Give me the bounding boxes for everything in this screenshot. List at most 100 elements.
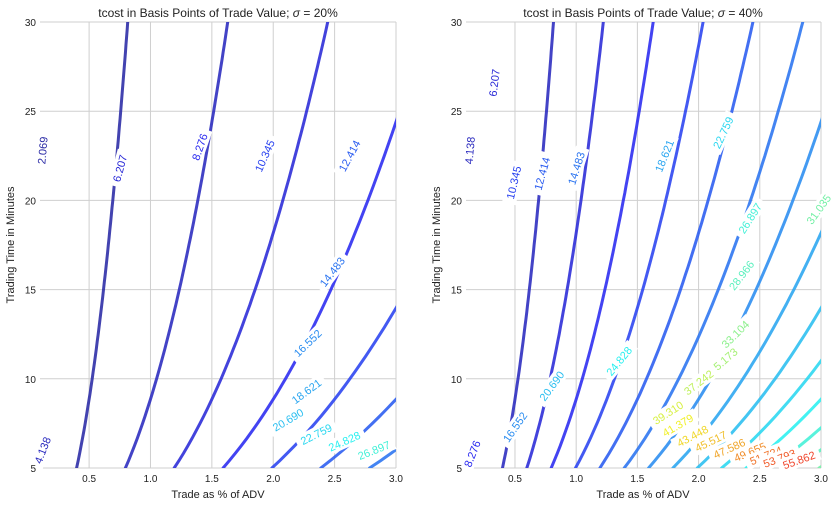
right-contour-label-bg bbox=[655, 408, 700, 443]
left-contour-line bbox=[172, 22, 330, 468]
left-contour-line bbox=[75, 22, 130, 468]
right-contour-label-bg bbox=[649, 133, 679, 179]
right-contour-label-bg bbox=[670, 419, 715, 453]
right-y-tick-label: 20 bbox=[451, 196, 463, 207]
left-x-tick-label: 2.0 bbox=[266, 474, 280, 485]
left-contour-label-bg bbox=[249, 133, 280, 179]
left-chart-title: tcost in Basis Points of Trade Value; σ … bbox=[98, 6, 338, 20]
right-contour-line bbox=[574, 22, 705, 468]
right-y-tick-label: 25 bbox=[451, 107, 463, 118]
right-contour-label-bg bbox=[496, 405, 534, 449]
right-contour-label-bg bbox=[533, 364, 571, 408]
right-contour-label-bg bbox=[646, 395, 690, 431]
right-y-tick-label: 30 bbox=[451, 18, 463, 29]
right-contour-label-bg bbox=[677, 363, 721, 402]
right-contour-label-bg bbox=[688, 425, 734, 457]
left-y-tick-label: 10 bbox=[25, 375, 37, 386]
left-contour-label-bg bbox=[333, 133, 366, 179]
left-contour-label-bg bbox=[321, 426, 367, 457]
left-y-tick-labels: 5 10 15 20 25 30 bbox=[25, 18, 37, 475]
right-contour-label-bg bbox=[722, 253, 761, 297]
left-y-tick-label: 20 bbox=[25, 196, 37, 207]
left-contour-label-bg bbox=[33, 131, 52, 170]
right-contour-label-bg bbox=[776, 446, 822, 474]
right-contour-label-bg bbox=[502, 159, 526, 206]
left-contour-line bbox=[123, 22, 230, 468]
left-contour-label-bg bbox=[108, 148, 132, 188]
right-contour-label-bg bbox=[529, 150, 555, 197]
right-y-tick-label: 15 bbox=[451, 286, 463, 297]
right-contour-label-bg bbox=[756, 444, 803, 473]
right-contour-label-bg bbox=[563, 145, 590, 192]
right-contour-label-bg bbox=[599, 339, 639, 383]
right-contour-line bbox=[720, 358, 821, 468]
right-contour-label: 6.207 bbox=[488, 68, 503, 97]
right-chart-title: tcost in Basis Points of Trade Value; σ … bbox=[523, 6, 763, 20]
left-contour-label-bg bbox=[287, 323, 329, 364]
left-contour-label-bg bbox=[351, 435, 397, 465]
right-x-tick-label: 2.5 bbox=[753, 474, 767, 485]
left-contour-label-bg bbox=[293, 418, 339, 451]
left-y-tick-label: 30 bbox=[25, 18, 37, 29]
right-plot-area bbox=[466, 22, 821, 468]
right-contour-label-bg bbox=[715, 314, 756, 355]
left-contour-lines bbox=[75, 22, 396, 468]
right-contour-line bbox=[622, 22, 805, 468]
left-plot-area bbox=[40, 22, 396, 468]
right-contour-label-group: 4.138 bbox=[461, 131, 479, 170]
right-x-axis-label: Trade as % of ADV bbox=[596, 489, 690, 501]
right-x-tick-label: 1.5 bbox=[630, 474, 644, 485]
left-contour-label-bg bbox=[284, 372, 328, 410]
left-x-tick-label: 1.0 bbox=[144, 474, 158, 485]
left-x-tick-label: 0.5 bbox=[82, 474, 96, 485]
left-x-tick-label: 2.5 bbox=[328, 474, 342, 485]
right-contour-label-bg bbox=[707, 110, 739, 156]
right-contour-label: 4.138 bbox=[464, 136, 478, 164]
right-contour-line bbox=[501, 22, 555, 468]
left-y-axis-label: Trading Time in Minutes bbox=[5, 186, 17, 303]
right-contour-line bbox=[671, 229, 821, 468]
right-y-axis-label: Trading Time in Minutes bbox=[431, 186, 443, 303]
right-contour-line bbox=[549, 22, 655, 468]
left-contour-label-bg bbox=[186, 127, 213, 167]
right-contour-label-bg bbox=[461, 131, 479, 170]
right-y-tick-labels: 5 10 15 20 25 30 bbox=[451, 18, 463, 475]
left-contour-label-bg bbox=[265, 402, 311, 437]
right-contour-label-bg bbox=[706, 433, 752, 464]
left-contour-label-group: 2.069 bbox=[33, 131, 52, 170]
left-contour-label-bg bbox=[29, 430, 56, 470]
right-x-tick-labels: 0.5 1.0 1.5 2.0 2.5 3.0 bbox=[508, 474, 828, 485]
right-contour-label-bg bbox=[732, 196, 768, 241]
right-contour-label-bg bbox=[485, 63, 504, 102]
left-x-tick-label: 3.0 bbox=[389, 474, 403, 485]
right-y-tick-label: 10 bbox=[451, 375, 463, 386]
right-contour-label-bg bbox=[727, 437, 773, 467]
right-contour-line bbox=[647, 117, 821, 468]
right-contour-label-bg bbox=[458, 433, 486, 474]
right-x-tick-label: 2.0 bbox=[692, 474, 706, 485]
right-contour-line bbox=[695, 305, 821, 468]
right-x-tick-label: 1.0 bbox=[569, 474, 583, 485]
left-x-axis-label: Trade as % of ADV bbox=[171, 489, 265, 501]
right-x-tick-label: 0.5 bbox=[508, 474, 522, 485]
left-grid bbox=[40, 21, 397, 469]
left-contour-label: 2.069 bbox=[36, 136, 50, 164]
right-contour-label-bg bbox=[743, 441, 789, 470]
right-y-tick-label: 5 bbox=[456, 464, 462, 475]
right-contour-label-group: 6.207 bbox=[485, 63, 504, 102]
left-y-tick-label: 15 bbox=[25, 286, 37, 297]
left-y-tick-label: 25 bbox=[25, 107, 37, 118]
right-contour-line bbox=[598, 22, 755, 468]
left-contour-label-bg bbox=[313, 250, 351, 294]
left-contour-line bbox=[270, 305, 396, 468]
left-x-tick-labels: 0.5 1.0 1.5 2.0 2.5 3.0 bbox=[82, 474, 403, 485]
left-x-tick-label: 1.5 bbox=[205, 474, 219, 485]
left-contour-line bbox=[221, 117, 396, 468]
right-x-tick-label: 3.0 bbox=[814, 474, 828, 485]
left-y-tick-label: 5 bbox=[30, 464, 36, 475]
right-contour-label-bg bbox=[800, 187, 835, 231]
